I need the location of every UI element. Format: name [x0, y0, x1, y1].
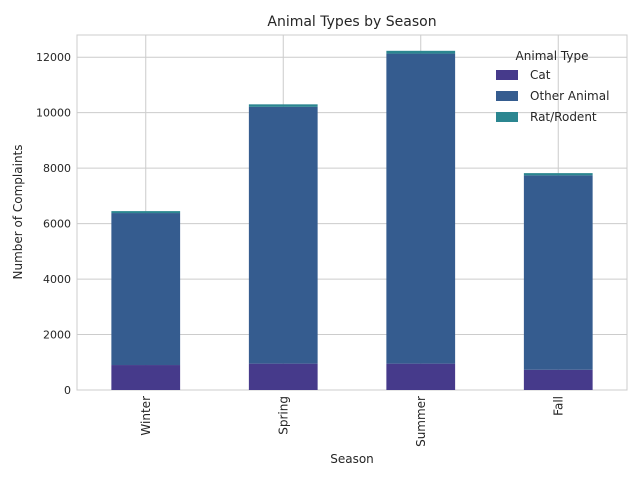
- y-tick-label: 2000: [43, 329, 71, 342]
- chart-title: Animal Types by Season: [267, 14, 436, 30]
- legend: Animal Type Cat Other Animal Rat/Rodent: [496, 49, 609, 124]
- legend-swatch: [496, 70, 518, 80]
- y-tick-label: 8000: [43, 162, 71, 175]
- bar-rat-rodent-winter: [111, 211, 181, 214]
- bar-cat-fall: [523, 369, 593, 390]
- x-tick-label: Fall: [551, 396, 565, 416]
- legend-title: Animal Type: [516, 49, 589, 63]
- bar-other-animal-spring: [248, 106, 318, 364]
- legend-label: Cat: [530, 68, 551, 82]
- y-tick-labels: 0 2000 4000 6000 8000 10000 12000: [36, 51, 71, 397]
- x-tick-label: Winter: [139, 396, 153, 436]
- y-tick-label: 4000: [43, 273, 71, 286]
- bar-other-animal-fall: [523, 175, 593, 370]
- legend-items: Cat Other Animal Rat/Rodent: [496, 68, 609, 124]
- x-axis-label: Season: [330, 452, 374, 466]
- bar-cat-spring: [248, 363, 318, 390]
- x-tick-label: Spring: [276, 396, 290, 435]
- bar-other-animal-summer: [386, 53, 456, 364]
- x-tick-labels: Winter Spring Summer Fall: [139, 396, 566, 447]
- bar-rat-rodent-spring: [248, 104, 318, 107]
- y-tick-label: 10000: [36, 107, 71, 120]
- y-tick-label: 6000: [43, 218, 71, 231]
- legend-swatch: [496, 112, 518, 122]
- bars: [111, 50, 593, 390]
- bar-cat-summer: [386, 363, 456, 390]
- bar-rat-rodent-summer: [386, 50, 456, 54]
- bar-rat-rodent-fall: [523, 173, 593, 176]
- y-tick-label: 12000: [36, 51, 71, 64]
- bar-other-animal-winter: [111, 213, 181, 366]
- legend-swatch: [496, 91, 518, 101]
- x-tick-label: Summer: [414, 396, 428, 447]
- y-tick-label: 0: [64, 384, 71, 397]
- legend-label: Rat/Rodent: [530, 110, 597, 124]
- y-axis-label: Number of Complaints: [11, 144, 25, 279]
- bar-cat-winter: [111, 365, 181, 390]
- legend-label: Other Animal: [530, 89, 609, 103]
